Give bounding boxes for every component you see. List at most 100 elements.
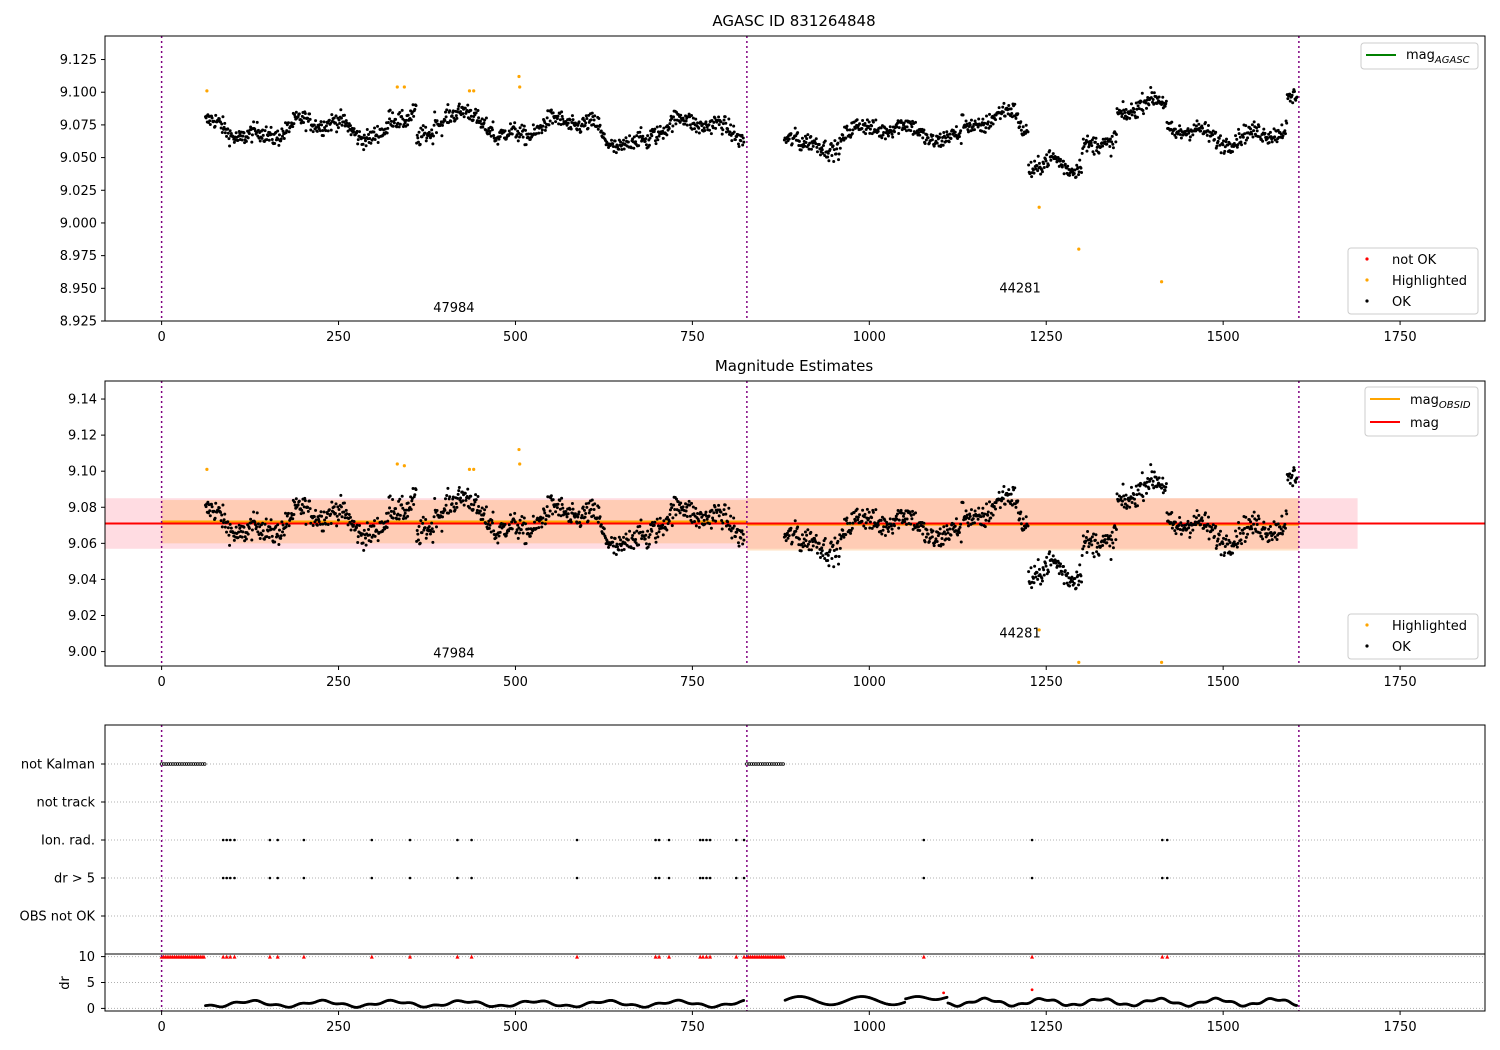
panel2-frame — [104, 380, 1486, 667]
ok-point — [1227, 538, 1231, 542]
ok-point — [647, 143, 651, 147]
ok-point — [508, 122, 512, 126]
dr-gt-5-point — [701, 876, 705, 880]
ok-point — [640, 537, 644, 541]
ok-point — [581, 505, 585, 509]
ok-point — [688, 514, 692, 518]
ok-point — [835, 547, 839, 551]
ok-point — [364, 139, 368, 143]
ok-point — [401, 517, 405, 521]
legend-sub: OBSID — [1439, 400, 1471, 411]
ok-point — [434, 525, 438, 529]
ok-point — [942, 530, 946, 534]
ok-point — [655, 135, 659, 139]
ok-point — [1096, 541, 1100, 545]
ok-point — [279, 137, 283, 141]
ok-point — [329, 522, 333, 526]
ok-point — [832, 148, 836, 152]
ok-point — [337, 118, 341, 122]
ok-point — [484, 116, 488, 120]
dr-clipped-marker — [267, 954, 272, 959]
ok-point — [740, 529, 744, 533]
highlighted-point — [1159, 280, 1164, 284]
ok-point — [1216, 139, 1220, 143]
ok-point — [329, 512, 333, 516]
ok-point — [897, 518, 901, 522]
ok-point — [1063, 162, 1067, 166]
ion-rad-point — [221, 838, 225, 842]
ok-point — [954, 125, 958, 129]
ok-point — [1235, 145, 1239, 149]
ok-point — [1239, 538, 1243, 542]
ok-point — [838, 546, 842, 550]
ok-point — [602, 132, 606, 136]
ok-point — [1071, 579, 1075, 583]
ok-point — [560, 496, 564, 500]
ok-point — [210, 505, 214, 509]
ok-point — [1036, 577, 1040, 581]
ok-point — [303, 496, 307, 500]
ok-point — [429, 529, 433, 533]
ok-point — [225, 134, 229, 138]
ok-point — [1178, 528, 1182, 532]
ok-point — [276, 129, 280, 133]
ok-point — [889, 130, 893, 134]
ok-point — [460, 490, 464, 494]
ok-point — [1090, 535, 1094, 539]
ok-point — [222, 518, 226, 522]
ok-point — [1163, 104, 1167, 108]
ok-point — [416, 136, 420, 140]
ok-point — [335, 123, 339, 127]
ok-point — [727, 506, 731, 510]
ok-point — [853, 519, 857, 523]
ok-point — [1144, 101, 1148, 105]
ok-point — [396, 121, 400, 125]
ok-point — [1249, 127, 1253, 131]
panel2-y-tick-label: 9.06 — [68, 537, 97, 552]
ok-point — [540, 131, 544, 135]
panel2-x-tick-label: 1250 — [1030, 675, 1063, 690]
ok-point — [713, 116, 717, 120]
ok-point — [697, 519, 701, 523]
ok-point — [784, 539, 788, 543]
dr-gt-5-point — [1030, 876, 1034, 880]
ok-point — [445, 108, 449, 112]
ok-point — [648, 533, 652, 537]
ok-point — [444, 110, 448, 114]
ok-point — [488, 129, 492, 133]
ok-point — [308, 112, 312, 116]
ok-point — [599, 523, 603, 527]
ok-point — [921, 532, 925, 536]
ok-point — [327, 508, 331, 512]
ok-point — [1076, 166, 1080, 170]
ok-point — [1180, 523, 1184, 527]
ok-point — [720, 132, 724, 136]
ok-point — [941, 542, 945, 546]
ok-point — [653, 139, 657, 143]
ok-point — [696, 511, 700, 515]
panel1-axes: 0 250 500 750 1000 1250 1500 17508.9258.9508.97… — [60, 53, 1417, 345]
ok-point — [242, 131, 246, 135]
panel2-y-tick-label: 9.00 — [68, 645, 97, 660]
ok-point — [1207, 139, 1211, 143]
ok-point — [1141, 494, 1145, 498]
ok-point — [1026, 524, 1030, 528]
ok-point — [306, 509, 310, 513]
ok-point — [472, 503, 476, 507]
ok-point — [1003, 114, 1007, 118]
ok-point — [1200, 516, 1204, 520]
ok-point — [411, 486, 415, 490]
ok-point — [223, 121, 227, 125]
ok-point — [1062, 172, 1066, 176]
ok-point — [1223, 551, 1227, 555]
ok-point — [900, 511, 904, 515]
ok-point — [654, 540, 658, 544]
ok-point — [1016, 112, 1020, 116]
highlighted-point — [402, 464, 406, 468]
ok-point — [244, 537, 248, 541]
dr-clipped-marker — [708, 954, 713, 959]
ok-point — [544, 125, 548, 129]
not-kalman-point — [769, 762, 774, 766]
dr-clipped-marker — [232, 954, 237, 959]
ok-point — [823, 139, 827, 143]
